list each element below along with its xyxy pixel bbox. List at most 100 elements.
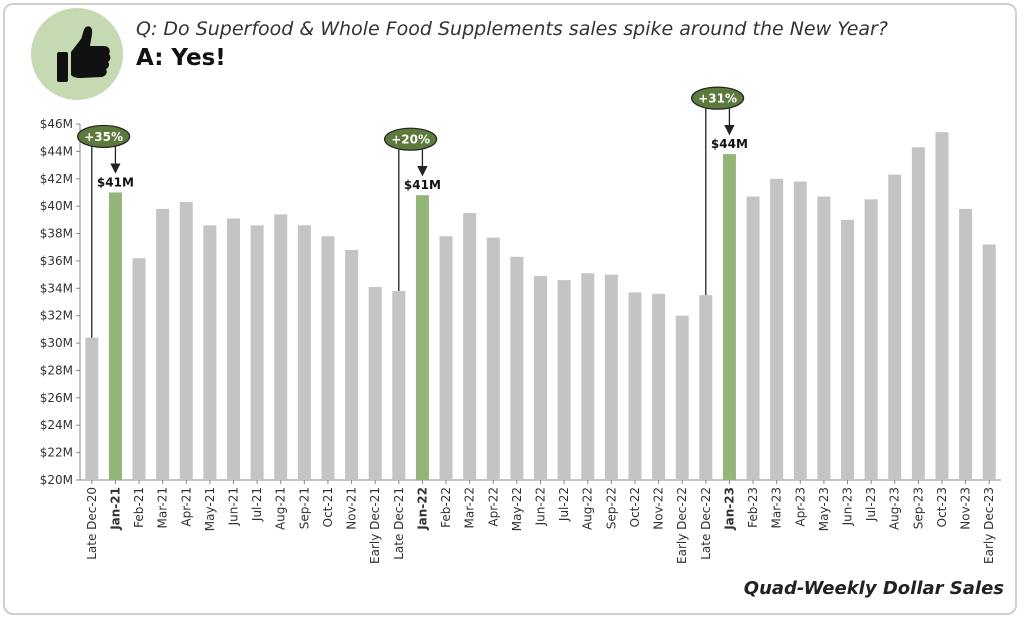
bar bbox=[392, 291, 406, 480]
x-tick-label: May-21 bbox=[203, 487, 217, 531]
bar bbox=[274, 214, 288, 480]
bar bbox=[85, 337, 99, 480]
y-tick-label: $40M bbox=[40, 199, 73, 213]
x-tick-label: Oct-22 bbox=[628, 487, 642, 527]
x-tick-label: Early Dec-21 bbox=[368, 487, 382, 564]
x-tick-label: Apr-23 bbox=[793, 487, 807, 527]
bar bbox=[463, 213, 477, 480]
bar bbox=[557, 280, 571, 480]
bar bbox=[652, 293, 666, 480]
x-tick-label: Feb-21 bbox=[132, 487, 146, 528]
x-tick-label: Late Dec-21 bbox=[392, 487, 406, 560]
y-tick-label: $38M bbox=[40, 227, 73, 241]
y-tick-label: $42M bbox=[40, 172, 73, 186]
change-badge bbox=[691, 86, 745, 110]
bar bbox=[746, 196, 760, 481]
y-tick-label: $36M bbox=[40, 254, 73, 268]
bar bbox=[179, 202, 193, 481]
bar bbox=[911, 147, 925, 480]
answer-text: A: Yes! bbox=[136, 45, 226, 71]
thumbs-up-icon bbox=[57, 26, 111, 82]
x-tick-label: Late Dec-22 bbox=[699, 487, 713, 560]
x-tick-label: Jun-22 bbox=[534, 487, 548, 526]
y-tick-label: $46M bbox=[40, 117, 73, 131]
change-label: +20% bbox=[391, 133, 430, 147]
change-label: +31% bbox=[698, 92, 737, 106]
x-tick-label: Nov-22 bbox=[652, 487, 666, 530]
y-tick-label: $20M bbox=[40, 473, 73, 487]
x-tick-label: Jul-23 bbox=[864, 487, 878, 522]
bar bbox=[581, 273, 595, 480]
change-badge bbox=[384, 127, 438, 151]
x-tick-label: Jul-22 bbox=[557, 487, 571, 522]
bar bbox=[108, 192, 122, 480]
bar bbox=[368, 286, 382, 480]
x-tick-label: Jul-21 bbox=[250, 487, 264, 522]
x-tick-label: Apr-22 bbox=[486, 487, 500, 527]
x-tick-label: Oct-23 bbox=[935, 487, 949, 527]
thumbs-up-badge bbox=[31, 8, 123, 100]
bar bbox=[321, 236, 335, 480]
chart-caption: Quad-Weekly Dollar Sales bbox=[743, 578, 1004, 599]
x-tick-label: Feb-22 bbox=[439, 487, 453, 528]
x-tick-label: May-23 bbox=[817, 487, 831, 531]
question-text: Q: Do Superfood & Whole Food Supplements… bbox=[136, 18, 888, 40]
x-tick-label: May-22 bbox=[510, 487, 524, 531]
bar bbox=[793, 181, 807, 480]
bar bbox=[841, 219, 854, 480]
change-label: +35% bbox=[84, 130, 123, 144]
x-tick-label: Aug-21 bbox=[274, 487, 288, 530]
x-tick-label: Sep-21 bbox=[297, 487, 311, 529]
bar bbox=[203, 225, 217, 480]
bar bbox=[534, 275, 547, 480]
y-tick-label: $30M bbox=[40, 336, 73, 350]
bar bbox=[888, 174, 902, 480]
y-tick-label: $22M bbox=[40, 446, 73, 460]
bar bbox=[297, 225, 311, 480]
x-tick-label: Apr-21 bbox=[179, 487, 193, 527]
y-tick-label: $44M bbox=[40, 144, 73, 158]
x-tick-label: Late Dec-20 bbox=[85, 487, 99, 560]
x-tick-label: Aug-22 bbox=[581, 487, 595, 530]
x-tick-label: Oct-21 bbox=[321, 487, 335, 527]
bar bbox=[156, 208, 170, 480]
x-tick-label: Mar-22 bbox=[463, 487, 477, 528]
bar bbox=[699, 295, 713, 480]
y-tick-label: $34M bbox=[40, 281, 73, 295]
value-label: $41M bbox=[404, 178, 441, 192]
x-tick-label: Early Dec-22 bbox=[675, 487, 689, 564]
change-badge bbox=[77, 124, 131, 149]
x-tick-label: Aug-23 bbox=[888, 487, 902, 530]
bar bbox=[439, 236, 453, 480]
bar bbox=[935, 132, 949, 480]
bar bbox=[250, 225, 264, 480]
bar bbox=[415, 195, 429, 480]
x-tick-label: Sep-22 bbox=[604, 487, 618, 529]
x-tick-label: Nov-23 bbox=[959, 487, 973, 530]
bar bbox=[675, 315, 689, 480]
x-tick-label: Mar-21 bbox=[156, 487, 170, 528]
bar bbox=[722, 154, 736, 480]
value-label: $44M bbox=[711, 137, 748, 151]
bar bbox=[510, 256, 524, 480]
bar bbox=[604, 274, 618, 480]
x-tick-label: Jan-22 bbox=[415, 487, 429, 531]
bar bbox=[486, 237, 500, 480]
y-tick-label: $32M bbox=[40, 309, 73, 323]
x-tick-label: Jun-21 bbox=[227, 487, 241, 526]
y-tick-label: $28M bbox=[40, 363, 73, 377]
x-tick-label: Jan-23 bbox=[722, 487, 736, 531]
x-tick-label: Early Dec-23 bbox=[982, 487, 996, 564]
bar bbox=[345, 249, 359, 480]
bar bbox=[132, 258, 146, 480]
bar bbox=[227, 218, 240, 480]
x-tick-label: Nov-21 bbox=[345, 487, 359, 530]
y-tick-label: $26M bbox=[40, 391, 73, 405]
x-tick-label: Mar-23 bbox=[770, 487, 784, 528]
x-tick-label: Jan-21 bbox=[108, 487, 122, 531]
bar bbox=[959, 208, 973, 480]
value-label: $41M bbox=[97, 175, 134, 189]
x-tick-label: Jun-23 bbox=[841, 487, 855, 526]
y-tick-label: $24M bbox=[40, 418, 73, 432]
